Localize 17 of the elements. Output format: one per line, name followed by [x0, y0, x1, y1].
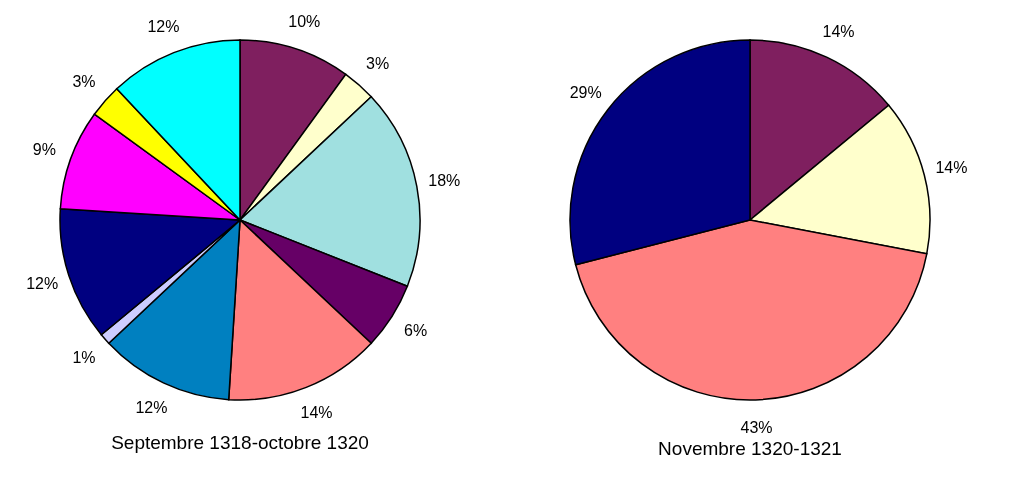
data-label: 14% [300, 404, 333, 422]
text: Septembre 1318-octobre 1320 [111, 432, 369, 453]
data-label: 43% [740, 418, 773, 436]
data-label: 1% [72, 348, 96, 366]
data-label: 3% [72, 73, 96, 91]
data-label: 12% [147, 17, 180, 35]
data-label: 9% [32, 140, 56, 158]
data-label: 29% [569, 83, 602, 101]
text: Novembre 1320-1321 [658, 437, 842, 459]
data-label: 10% [288, 13, 321, 31]
data-label: 3% [365, 54, 390, 72]
data-label: 12% [135, 399, 168, 417]
data-label: 6% [404, 322, 428, 340]
data-label: 18% [428, 172, 461, 190]
data-label: 12% [26, 275, 59, 293]
data-label: 14% [822, 22, 855, 40]
data-label: 14% [935, 159, 968, 177]
